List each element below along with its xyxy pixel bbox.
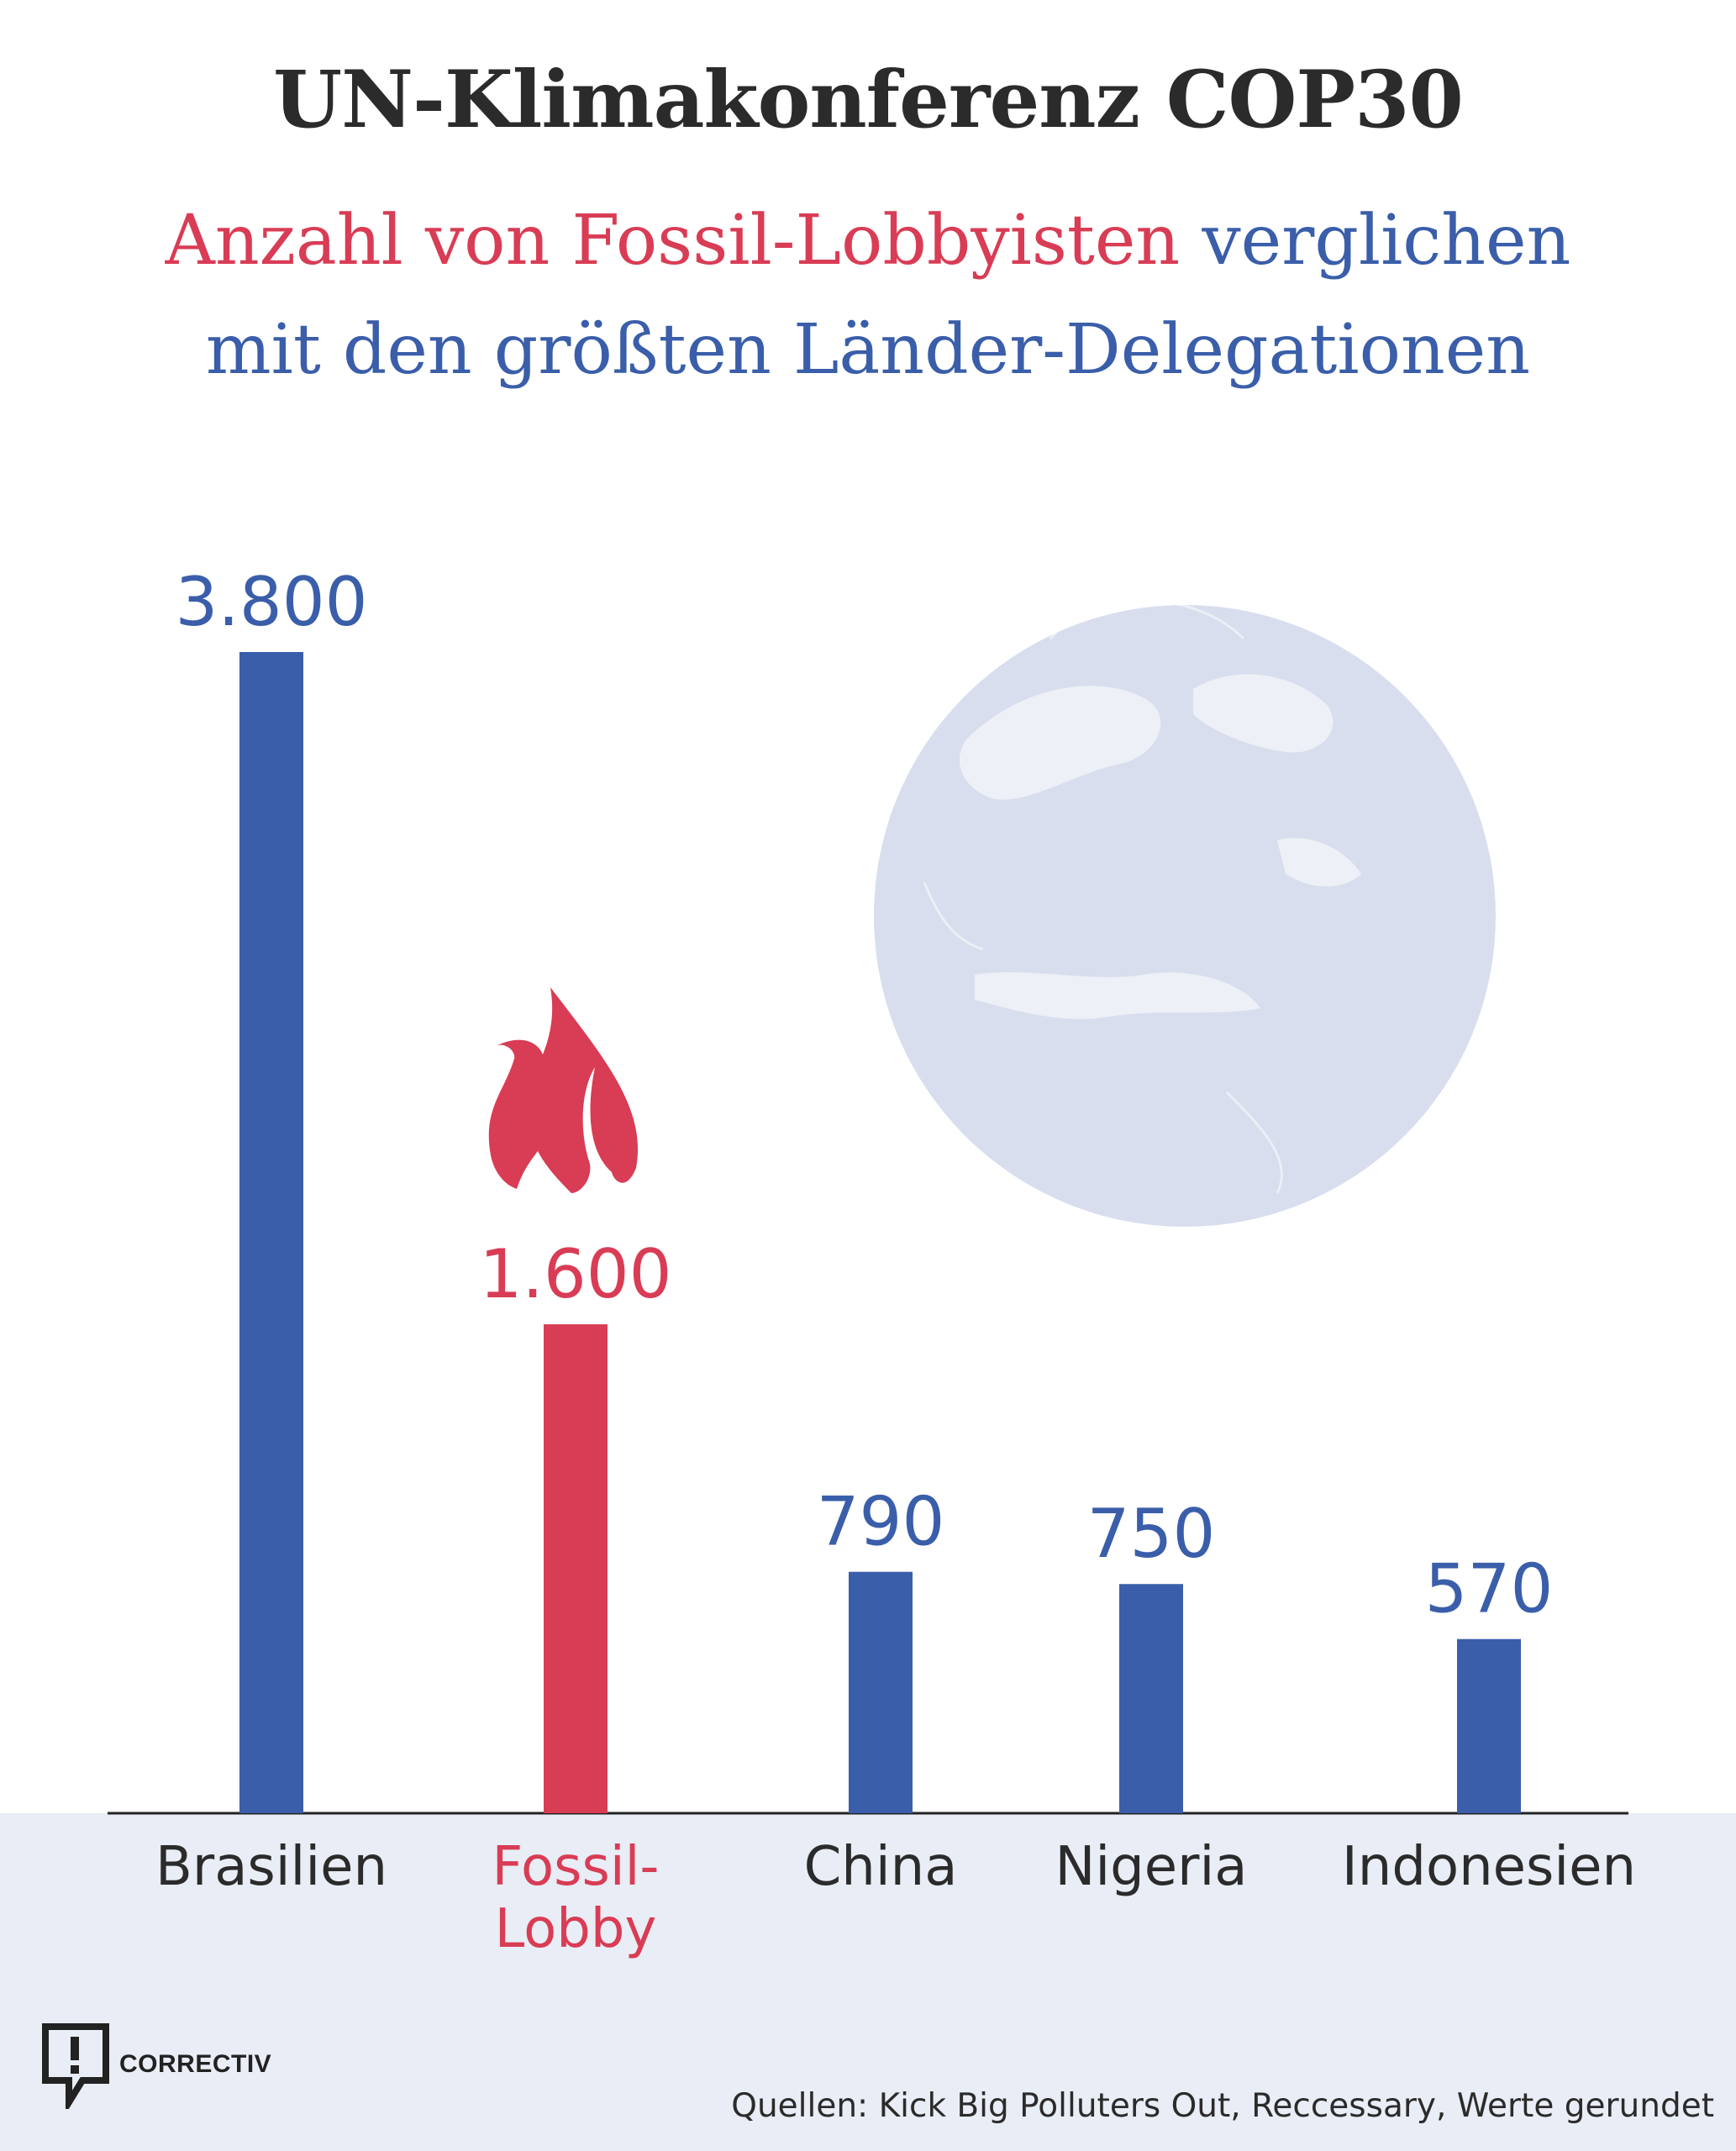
value-labels-group: 3.800 1.600 790 750 570 bbox=[175, 563, 1553, 1628]
category-label: China bbox=[804, 1836, 958, 1898]
category-label: Nigeria bbox=[1055, 1836, 1248, 1898]
category-labels-group: Brasilien Fossil-Lobby China Nigeria Indones… bbox=[155, 1836, 1636, 1960]
category-label: Fossil-Lobby bbox=[492, 1836, 659, 1960]
chart-subtitle: Anzahl von Fossil-Lobbyisten verglichen … bbox=[0, 187, 1736, 405]
sources-note: Quellen: Kick Big Polluters Out, Reccess… bbox=[731, 2087, 1714, 2125]
bar-china bbox=[849, 1571, 913, 1813]
bar-nigeria bbox=[1119, 1584, 1183, 1813]
value-label: 3.800 bbox=[175, 563, 367, 641]
category-label: Brasilien bbox=[155, 1836, 387, 1898]
subtitle-part-1: verglichen bbox=[1202, 201, 1571, 281]
bar-brasilien bbox=[239, 652, 303, 1813]
subtitle-highlight: Anzahl von Fossil-Lobbyisten bbox=[165, 201, 1181, 281]
correctiv-logo: CORRECTIV bbox=[40, 2022, 271, 2114]
subtitle-part-2: mit den größten Länder-Delegationen bbox=[205, 310, 1531, 390]
globe-icon bbox=[874, 599, 1496, 1227]
footer-band bbox=[0, 1813, 1736, 2151]
value-label: 790 bbox=[817, 1483, 945, 1561]
flame-icon bbox=[488, 987, 639, 1193]
category-label: Indonesien bbox=[1342, 1836, 1636, 1898]
bar-fossil-lobby bbox=[544, 1324, 608, 1813]
value-label: 1.600 bbox=[479, 1235, 671, 1313]
bars-group bbox=[239, 652, 1521, 1813]
correctiv-logo-icon bbox=[42, 2023, 109, 2109]
chart-title: UN-Klimakonferenz COP30 bbox=[273, 54, 1464, 146]
value-label: 570 bbox=[1425, 1550, 1554, 1628]
bar-indonesien bbox=[1457, 1638, 1521, 1813]
value-label: 750 bbox=[1087, 1495, 1216, 1573]
logo-text: CORRECTIV bbox=[119, 2050, 272, 2078]
